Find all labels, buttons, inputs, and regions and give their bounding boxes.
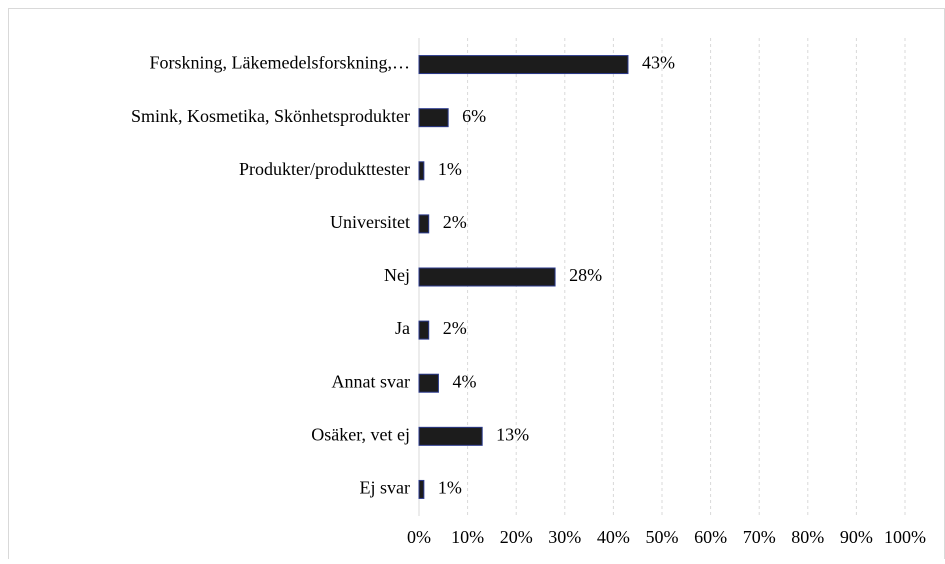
data-label: 28% xyxy=(569,265,602,285)
x-tick-label: 10% xyxy=(451,527,484,547)
x-tick-label: 0% xyxy=(407,527,431,547)
data-label: 2% xyxy=(443,212,467,232)
bar xyxy=(418,426,483,446)
x-tick-label: 30% xyxy=(548,527,581,547)
y-tick-label: Nej xyxy=(384,265,410,285)
bar xyxy=(418,108,449,128)
data-label: 1% xyxy=(438,478,462,498)
y-tick-label: Ja xyxy=(395,318,410,338)
bar xyxy=(418,320,430,340)
x-tick-label: 90% xyxy=(840,527,873,547)
bar xyxy=(418,373,439,393)
y-tick-label: Ej svar xyxy=(360,478,410,498)
bar xyxy=(418,267,556,287)
x-tick-label: 70% xyxy=(743,527,776,547)
data-label: 2% xyxy=(443,318,467,338)
x-tick-label: 60% xyxy=(694,527,727,547)
x-tick-label: 100% xyxy=(884,527,926,547)
data-label: 6% xyxy=(462,106,486,126)
x-tick-label: 40% xyxy=(597,527,630,547)
x-tick-label: 20% xyxy=(500,527,533,547)
y-tick-label: Universitet xyxy=(330,212,410,232)
x-tick-label: 50% xyxy=(646,527,679,547)
x-tick-label: 80% xyxy=(791,527,824,547)
data-label: 43% xyxy=(642,53,675,73)
y-tick-label: Smink, Kosmetika, Skönhetsprodukter xyxy=(131,106,410,126)
bar xyxy=(418,161,425,181)
bar xyxy=(418,479,425,499)
bar xyxy=(418,214,430,234)
data-label: 4% xyxy=(452,371,476,391)
bar xyxy=(418,55,629,75)
y-tick-label: Osäker, vet ej xyxy=(311,424,410,444)
y-tick-label: Annat svar xyxy=(332,371,410,391)
data-label: 1% xyxy=(438,159,462,179)
data-label: 13% xyxy=(496,424,529,444)
y-tick-label: Forskning, Läkemedelsforskning,… xyxy=(150,53,410,73)
y-tick-label: Produkter/produkttester xyxy=(239,159,410,179)
